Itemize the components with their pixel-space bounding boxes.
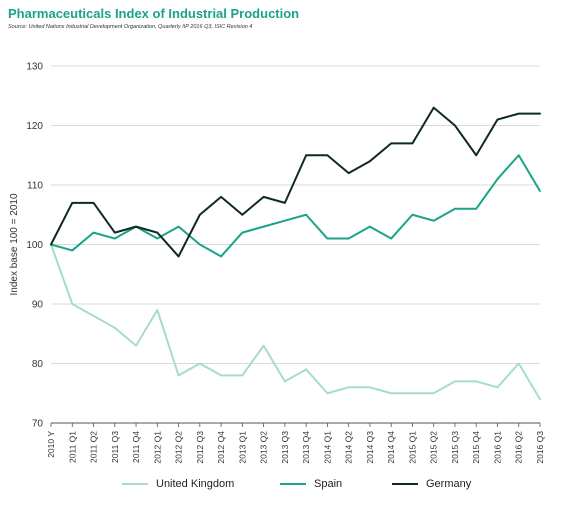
x-tick-label: 2014 Q4 xyxy=(386,431,396,464)
x-tick-label: 2012 Q2 xyxy=(174,431,184,464)
x-tick-label: 2011 Q3 xyxy=(110,431,120,463)
legend-label: Germany xyxy=(426,478,472,490)
x-tick-label: 2016 Q1 xyxy=(492,431,502,464)
legend-label: United Kingdom xyxy=(156,478,235,490)
chart-title: Pharmaceuticals Index of Industrial Prod… xyxy=(8,6,300,21)
y-tick-label: 80 xyxy=(32,359,44,370)
legend-label: Spain xyxy=(314,478,343,490)
chart-source: Source: United Nations Industrial Develo… xyxy=(8,24,253,30)
legend-item-germany: Germany xyxy=(392,478,471,490)
x-tick-label: 2016 Q2 xyxy=(514,431,524,464)
x-tick-label: 2012 Q3 xyxy=(195,431,205,464)
x-tick-label: 2014 Q2 xyxy=(344,431,354,464)
series-line-germany xyxy=(50,106,541,258)
series-line-united-kingdom xyxy=(50,243,541,401)
legend-swatch xyxy=(392,483,418,485)
y-tick-label: 100 xyxy=(26,240,43,251)
line-chart: 70 80 90 100 110 120 130 2010 Y 2011 Q1 2011 Q2 20… xyxy=(9,62,545,464)
legend: United Kingdom Spain Germany xyxy=(0,478,580,500)
x-tick-label: 2016 Q3 xyxy=(535,431,545,464)
x-tick-label: 2010 Y xyxy=(46,431,56,458)
x-tick-label: 2015 Q2 xyxy=(429,431,439,464)
legend-item-spain: Spain xyxy=(280,478,342,490)
x-tick-label: 2011 Q4 xyxy=(131,431,141,463)
x-tick-label: 2015 Q1 xyxy=(407,431,417,464)
y-tick-label: 120 xyxy=(26,121,43,132)
legend-swatch xyxy=(122,483,148,485)
x-tick-label: 2014 Q1 xyxy=(322,431,332,464)
x-tick-label: 2014 Q3 xyxy=(365,431,375,464)
x-tick-label: 2013 Q1 xyxy=(237,431,247,464)
legend-swatch xyxy=(280,483,306,485)
legend-item-united-kingdom: United Kingdom xyxy=(122,478,234,490)
x-tick-label: 2013 Q3 xyxy=(280,431,290,464)
x-tick-label: 2012 Q1 xyxy=(152,431,162,464)
x-tick-label: 2012 Q4 xyxy=(216,431,226,464)
x-tick-label: 2015 Q4 xyxy=(471,431,481,464)
y-tick-label: 70 xyxy=(32,419,44,430)
y-tick-label: 130 xyxy=(26,62,43,73)
y-axis-label: Index base 100 = 2010 xyxy=(9,193,20,295)
x-tick-label: 2015 Q3 xyxy=(450,431,460,464)
x-tick-label: 2011 Q1 xyxy=(67,431,77,463)
x-tick-label: 2013 Q4 xyxy=(301,431,311,464)
series-line-spain xyxy=(50,154,541,258)
y-tick-label: 110 xyxy=(27,181,43,192)
x-tick-label: 2013 Q2 xyxy=(259,431,269,464)
y-tick-label: 90 xyxy=(32,300,44,311)
x-tick-label: 2011 Q2 xyxy=(89,431,99,463)
